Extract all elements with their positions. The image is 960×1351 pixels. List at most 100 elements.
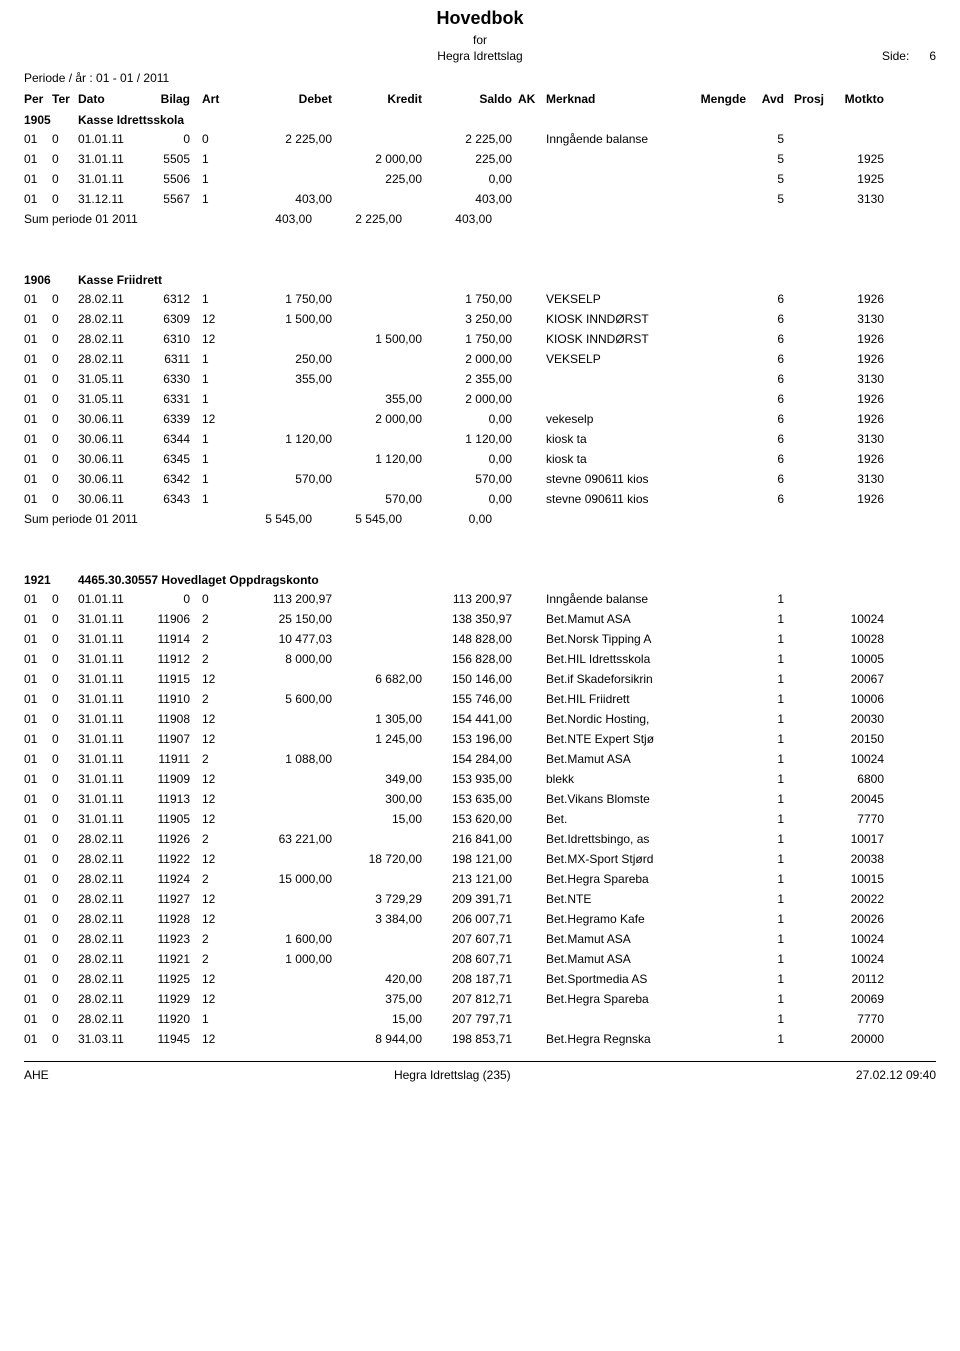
cell-per: 01 — [24, 732, 52, 746]
cell-ak — [518, 932, 546, 946]
cell-debet — [238, 392, 338, 406]
cell-saldo: 208 607,71 — [428, 952, 518, 966]
ledger-row: 01031.01.11119051215,00153 620,00Bet.177… — [24, 809, 936, 829]
cell-merknad — [546, 372, 686, 386]
cell-per: 01 — [24, 1012, 52, 1026]
ledger-row: 01028.02.1111927123 729,29209 391,71Bet.… — [24, 889, 936, 909]
cell-prosj — [784, 832, 824, 846]
cell-saldo: 2 000,00 — [428, 352, 518, 366]
cell-debet — [238, 892, 338, 906]
cell-kredit: 15,00 — [338, 1012, 428, 1026]
cell-saldo: 0,00 — [428, 492, 518, 506]
cell-motkto: 3130 — [824, 472, 884, 486]
cell-mengde — [686, 292, 746, 306]
sum-label: Sum periode 01 2011 — [24, 212, 178, 226]
cell-prosj — [784, 672, 824, 686]
cell-debet — [238, 792, 338, 806]
cell-ter: 0 — [52, 592, 78, 606]
cell-art: 1 — [198, 292, 238, 306]
cell-mengde — [686, 872, 746, 886]
cell-ak — [518, 592, 546, 606]
sum-saldo: 0,00 — [408, 512, 498, 526]
cell-kredit: 1 500,00 — [338, 332, 428, 346]
cell-bilag: 11928 — [148, 912, 198, 926]
cell-bilag: 6330 — [148, 372, 198, 386]
cell-debet: 570,00 — [238, 472, 338, 486]
cell-art: 12 — [198, 792, 238, 806]
cell-saldo: 403,00 — [428, 192, 518, 206]
cell-ter: 0 — [52, 412, 78, 426]
cell-mengde — [686, 952, 746, 966]
cell-debet — [238, 732, 338, 746]
cell-saldo: 216 841,00 — [428, 832, 518, 846]
cell-per: 01 — [24, 292, 52, 306]
cell-motkto: 10024 — [824, 952, 884, 966]
cell-per: 01 — [24, 892, 52, 906]
cell-kredit — [338, 932, 428, 946]
cell-kredit — [338, 352, 428, 366]
cell-kredit — [338, 692, 428, 706]
cell-ak — [518, 912, 546, 926]
ledger-row: 01028.02.116310121 500,001 750,00KIOSK I… — [24, 329, 936, 349]
col-avd: Avd — [746, 92, 784, 106]
cell-prosj — [784, 992, 824, 1006]
sum-kredit: 5 545,00 — [318, 512, 408, 526]
cell-mengde — [686, 732, 746, 746]
cell-debet: 1 088,00 — [238, 752, 338, 766]
cell-per: 01 — [24, 912, 52, 926]
cell-kredit — [338, 612, 428, 626]
cell-merknad — [546, 192, 686, 206]
cell-bilag: 11922 — [148, 852, 198, 866]
ledger-row: 01028.02.111192321 600,00207 607,71Bet.M… — [24, 929, 936, 949]
cell-ter: 0 — [52, 312, 78, 326]
cell-motkto: 3130 — [824, 372, 884, 386]
cell-merknad: Bet.Hegramo Kafe — [546, 912, 686, 926]
cell-ak — [518, 792, 546, 806]
cell-bilag: 11926 — [148, 832, 198, 846]
cell-dato: 31.05.11 — [78, 372, 148, 386]
cell-merknad: Bet.Vikans Blomste — [546, 792, 686, 806]
cell-saldo: 154 284,00 — [428, 752, 518, 766]
cell-saldo: 225,00 — [428, 152, 518, 166]
cell-motkto: 1926 — [824, 352, 884, 366]
cell-ak — [518, 992, 546, 1006]
cell-ter: 0 — [52, 852, 78, 866]
cell-dato: 28.02.11 — [78, 292, 148, 306]
ledger-row: 01028.02.1163111250,002 000,00VEKSELP619… — [24, 349, 936, 369]
cell-dato: 31.01.11 — [78, 172, 148, 186]
cell-art: 12 — [198, 332, 238, 346]
ledger-row: 01031.01.111191312300,00153 635,00Bet.Vi… — [24, 789, 936, 809]
account-name: Kasse Idrettsskola — [78, 113, 936, 127]
cell-avd: 1 — [746, 852, 784, 866]
cell-dato: 28.02.11 — [78, 992, 148, 1006]
cell-debet — [238, 492, 338, 506]
cell-avd: 1 — [746, 972, 784, 986]
cell-prosj — [784, 312, 824, 326]
cell-ter: 0 — [52, 192, 78, 206]
cell-kredit — [338, 952, 428, 966]
cell-kredit — [338, 652, 428, 666]
cell-motkto: 10024 — [824, 932, 884, 946]
cell-bilag: 11915 — [148, 672, 198, 686]
cell-per: 01 — [24, 792, 52, 806]
cell-art: 2 — [198, 632, 238, 646]
cell-avd: 1 — [746, 912, 784, 926]
cell-motkto: 20045 — [824, 792, 884, 806]
cell-saldo: 155 746,00 — [428, 692, 518, 706]
cell-mengde — [686, 852, 746, 866]
cell-merknad: VEKSELP — [546, 292, 686, 306]
cell-ter: 0 — [52, 132, 78, 146]
account-name: 4465.30.30557 Hovedlaget Oppdragskonto — [78, 573, 936, 587]
cell-kredit — [338, 372, 428, 386]
page-footer: AHE Hegra Idrettslag (235) 27.02.12 09:4… — [24, 1061, 936, 1082]
cell-saldo: 2 225,00 — [428, 132, 518, 146]
cell-motkto: 7770 — [824, 1012, 884, 1026]
cell-kredit: 1 120,00 — [338, 452, 428, 466]
cell-art: 1 — [198, 192, 238, 206]
cell-debet — [238, 712, 338, 726]
cell-kredit — [338, 632, 428, 646]
cell-ak — [518, 192, 546, 206]
cell-per: 01 — [24, 472, 52, 486]
cell-prosj — [784, 412, 824, 426]
cell-dato: 31.12.11 — [78, 192, 148, 206]
